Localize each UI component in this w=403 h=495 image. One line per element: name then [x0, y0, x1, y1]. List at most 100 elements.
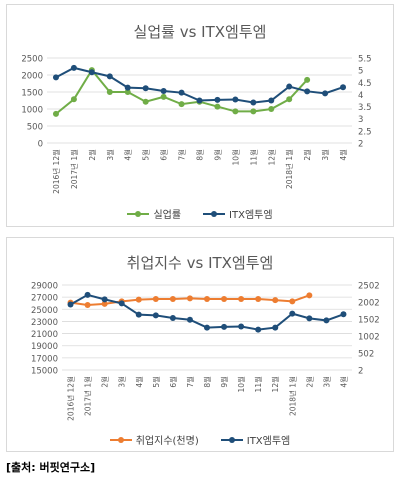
data-point — [204, 295, 210, 302]
x-tick-label: 2월 — [100, 376, 110, 388]
data-point — [268, 106, 275, 112]
data-point — [101, 296, 108, 303]
data-point — [84, 302, 91, 309]
data-point — [238, 323, 245, 330]
y-right-tick-label: 2502 — [358, 282, 380, 292]
y-right-tick-label: 2 — [358, 367, 363, 377]
x-tick-label: 5월 — [141, 149, 151, 161]
x-tick-label: 12월 — [266, 149, 276, 166]
data-point — [186, 316, 193, 323]
data-point — [178, 89, 185, 96]
x-tick-label: 2월 — [87, 149, 97, 161]
data-point — [250, 99, 257, 106]
data-point — [196, 97, 203, 104]
data-point — [142, 85, 149, 92]
x-tick-label: 7월 — [177, 149, 187, 161]
x-tick-label: 4월 — [134, 376, 144, 388]
legend-swatch-orange — [109, 435, 132, 445]
source-caption: [출처: 버핏연구소] — [6, 461, 96, 474]
x-tick-label: 11월 — [253, 376, 263, 393]
data-point — [323, 317, 330, 324]
chart-plot-employment: 15000 17000 19000 21000 23000 25000 27000 29000… — [31, 282, 380, 421]
x-tick-label: 2017년 1월 — [83, 376, 93, 416]
data-point — [289, 298, 296, 305]
x-tick-label: 4월 — [338, 376, 348, 388]
x-tick-label: 9월 — [212, 149, 222, 161]
data-point — [322, 90, 329, 97]
legend-label: ITX엠투엠 — [229, 210, 273, 221]
data-point — [135, 311, 142, 318]
legend-item-itx-m2m: ITX엠투엠 — [203, 206, 273, 221]
x-tick-label: 2017년 1월 — [69, 149, 79, 189]
data-point — [142, 98, 149, 105]
data-point — [88, 69, 95, 76]
legend-swatch-navy — [203, 209, 226, 219]
data-point — [268, 97, 275, 104]
x-tick-label: 2016년 12월 — [51, 149, 61, 194]
data-point — [204, 324, 210, 331]
legend-label: 취업지수(천명) — [135, 436, 199, 447]
y-right-tick-label: 4.5 — [358, 79, 372, 89]
chart-panel-employment: 취업지수 vs ITX엠투엠 15000 17000 19000 21000 23000… — [6, 237, 394, 452]
data-point — [286, 83, 293, 90]
data-point — [340, 311, 347, 318]
data-point — [232, 108, 239, 115]
y-right-tick-label: 5 — [358, 67, 363, 77]
legend-item-itx-m2m: ITX엠투엠 — [220, 432, 291, 447]
x-tick-label: 2018년 1월 — [287, 376, 297, 416]
data-point — [124, 89, 131, 95]
y-left-tick-label: 27000 — [31, 294, 58, 304]
data-point — [306, 292, 313, 299]
y-left-tick-label: 15000 — [31, 367, 58, 377]
data-point — [169, 315, 176, 322]
legend-label: ITX엠투엠 — [246, 436, 291, 447]
y-left-tick-label: 2000 — [21, 72, 43, 82]
legend-item-unemployment-rate: 실업률 — [127, 206, 181, 221]
legend-label: 실업률 — [153, 210, 182, 221]
chart-legend: 취업지수(천명) ITX엠투엠 — [7, 432, 393, 447]
x-tick-label: 2016년 12월 — [66, 376, 76, 421]
x-tick-label: 5월 — [151, 376, 161, 388]
x-tick-label: 8월 — [202, 376, 212, 388]
x-tick-label: 3월 — [117, 376, 127, 388]
data-point — [232, 96, 239, 103]
x-tick-label: 10월 — [236, 376, 246, 393]
data-point — [289, 310, 296, 317]
data-point — [101, 300, 108, 307]
data-point — [135, 296, 142, 303]
chart-title: 실업률 vs ITX엠투엠 — [133, 23, 267, 41]
data-point — [221, 323, 228, 330]
x-tick-label: 4월 — [123, 149, 133, 161]
y-right-tick-label: 1002 — [358, 333, 380, 343]
data-point — [214, 96, 221, 103]
data-point — [221, 295, 228, 302]
x-tick-label: 4월 — [338, 149, 348, 161]
data-point — [106, 89, 113, 95]
x-tick-label: 9월 — [219, 376, 229, 388]
data-point — [272, 324, 279, 331]
x-tick-label: 6월 — [168, 376, 178, 388]
y-right-tick-label: 3 — [358, 115, 363, 125]
chart-plot-unemployment: 0 500 1000 1500 2000 2500 2 2.5 3 3.5 4 4.5 5 5.5 2016… — [21, 55, 372, 194]
data-point — [106, 73, 113, 80]
data-point — [214, 103, 221, 110]
data-point — [186, 295, 193, 302]
x-tick-label: 2월 — [304, 376, 314, 388]
y-left-tick-label: 19000 — [31, 342, 58, 352]
data-point — [84, 291, 91, 298]
y-right-tick-label: 5.5 — [358, 55, 372, 65]
y-left-tick-label: 21000 — [31, 330, 58, 340]
x-tick-label: 2018년 1월 — [284, 149, 294, 189]
y-left-tick-label: 29000 — [31, 282, 58, 292]
legend-swatch-green — [127, 209, 150, 219]
data-point — [124, 84, 131, 91]
y-right-tick-label: 4 — [358, 91, 363, 101]
x-tick-label: 2월 — [302, 149, 312, 161]
data-point — [255, 295, 262, 302]
data-point — [152, 295, 159, 302]
x-tick-label: 11월 — [248, 149, 258, 166]
chart-panel-unemployment: 실업률 vs ITX엠투엠 0 500 1000 1500 2000 2500 2 2.5 3 3… — [6, 4, 394, 227]
y-right-tick-label: 3.5 — [358, 103, 372, 113]
x-tick-label: 10월 — [230, 149, 240, 166]
data-point — [52, 110, 59, 117]
